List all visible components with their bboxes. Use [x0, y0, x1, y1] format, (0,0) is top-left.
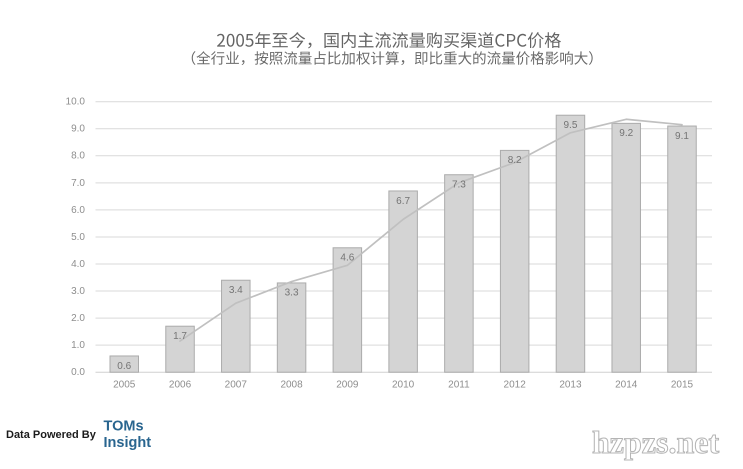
svg-text:10.0: 10.0	[66, 97, 86, 108]
svg-text:3.3: 3.3	[285, 288, 299, 299]
svg-text:2005: 2005	[113, 379, 136, 390]
svg-text:1.7: 1.7	[173, 331, 187, 342]
svg-text:4.0: 4.0	[71, 259, 85, 270]
svg-text:2011: 2011	[448, 379, 470, 390]
svg-text:hzpzs.net: hzpzs.net	[592, 424, 719, 460]
svg-text:7.0: 7.0	[71, 178, 85, 189]
svg-text:7.3: 7.3	[452, 180, 466, 191]
svg-text:2012: 2012	[504, 379, 527, 390]
svg-text:8.0: 8.0	[71, 151, 85, 162]
svg-text:6.7: 6.7	[396, 196, 410, 207]
svg-text:2008: 2008	[280, 379, 303, 390]
svg-text:9.2: 9.2	[619, 128, 633, 139]
svg-text:3.0: 3.0	[71, 286, 85, 297]
svg-text:Data Powered By: Data Powered By	[6, 429, 97, 441]
svg-text:Insight: Insight	[104, 435, 152, 451]
svg-text:1.0: 1.0	[71, 340, 85, 351]
svg-text:9.1: 9.1	[675, 131, 689, 142]
svg-text:5.0: 5.0	[71, 232, 85, 243]
svg-text:0.0: 0.0	[71, 367, 85, 378]
svg-text:9.5: 9.5	[563, 120, 577, 131]
svg-text:2009: 2009	[336, 379, 359, 390]
svg-text:6.0: 6.0	[71, 205, 85, 216]
svg-text:0.6: 0.6	[117, 361, 131, 372]
svg-text:2.0: 2.0	[71, 313, 85, 324]
svg-text:9.0: 9.0	[71, 124, 85, 135]
svg-text:4.6: 4.6	[340, 253, 354, 264]
svg-text:2007: 2007	[225, 379, 248, 390]
svg-text:2010: 2010	[392, 379, 415, 390]
svg-text:2006: 2006	[169, 379, 192, 390]
svg-text:8.2: 8.2	[508, 155, 522, 166]
svg-text:TOMs: TOMs	[104, 419, 144, 435]
svg-text:2014: 2014	[615, 379, 638, 390]
svg-text:2013: 2013	[559, 379, 582, 390]
svg-text:2015: 2015	[671, 379, 694, 390]
svg-text:3.4: 3.4	[229, 285, 243, 296]
